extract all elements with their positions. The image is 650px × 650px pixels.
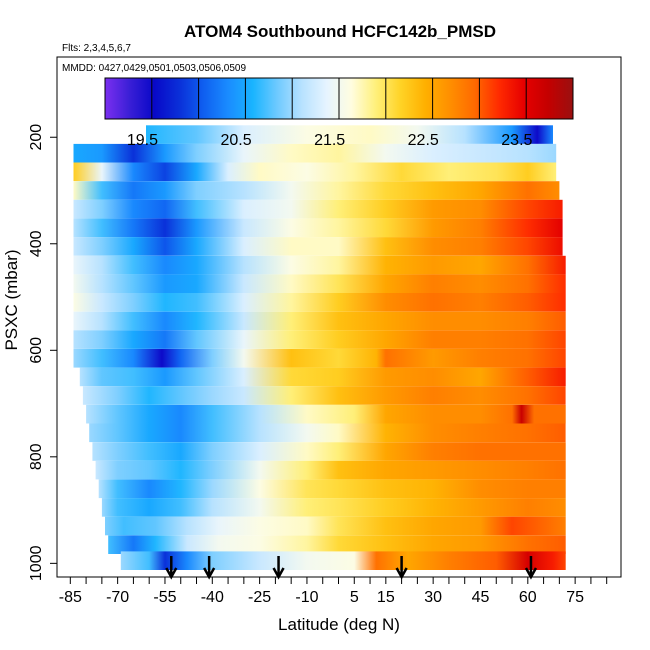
heatmap-layer: [105, 516, 566, 536]
y-tick-label: 800: [28, 443, 45, 470]
colorbar-tick-label: 21.5: [314, 132, 345, 149]
heatmap-layer: [73, 274, 566, 293]
x-tick-label: 45: [472, 589, 490, 606]
x-tick-label: 15: [377, 589, 395, 606]
x-axis: -85 -70 -55 -40 -25 -10 5 15 30 45 60 75: [59, 577, 608, 606]
colorbar-tick-label: 23.5: [501, 132, 532, 149]
flights-note: Flts: 2,3,4,5,6,7: [62, 43, 131, 54]
heatmap-layer: [73, 162, 557, 182]
heatmap-layer: [146, 125, 553, 144]
y-tick-label: 400: [28, 230, 45, 257]
x-tick-label: 75: [566, 589, 584, 606]
colorbar: 19.5 20.5 21.5 22.5 23.5: [104, 77, 574, 149]
heatmap-layer: [73, 181, 560, 200]
x-tick-label: -40: [201, 589, 224, 606]
heatmap-layer: [95, 460, 566, 480]
heatmap-layer: [73, 311, 566, 331]
x-axis-title: Latitude (deg N): [278, 615, 400, 634]
heatmap-layer: [73, 330, 566, 349]
heatmap-layer: [73, 218, 563, 238]
heatmap-layer: [79, 367, 566, 387]
heatmap-layer: [73, 349, 566, 368]
heatmap-layer: [108, 535, 566, 554]
x-tick-label: -25: [248, 589, 271, 606]
x-tick-label: -70: [106, 589, 129, 606]
x-tick-label: 30: [424, 589, 442, 606]
y-tick-label: 200: [28, 124, 45, 151]
x-tick-label: 60: [519, 589, 537, 606]
colorbar-tick-label: 22.5: [408, 132, 439, 149]
x-tick-label: -55: [153, 589, 176, 606]
heatmap-layer: [82, 386, 566, 405]
x-tick-label: 5: [350, 589, 359, 606]
heatmap-layer: [73, 255, 566, 275]
heatmap-layer: [101, 498, 566, 517]
y-tick-label: 600: [28, 337, 45, 364]
heatmap-layer: [73, 293, 566, 312]
x-tick-label: -10: [295, 589, 318, 606]
colorbar-tick-label: 19.5: [127, 132, 158, 149]
heatmap-layers: [73, 125, 566, 570]
heatmap-layer: [86, 404, 566, 424]
y-axis-title: PSXC (mbar): [2, 249, 21, 350]
heatmap-layer: [73, 143, 557, 163]
heatmap-layer: [92, 442, 566, 461]
heatmap-layer: [98, 479, 566, 499]
dates-note: MMDD: 0427,0429,0501,0503,0506,0509: [62, 63, 246, 74]
heatmap-layer: [89, 423, 566, 443]
heatmap-layer: [73, 237, 563, 256]
chart-title: ATOM4 Southbound HCFC142b_PMSD: [184, 22, 496, 41]
colorbar-tick-label: 20.5: [220, 132, 251, 149]
y-axis: 200 400 600 800 1000: [28, 124, 57, 581]
heatmap-layer: [73, 199, 563, 219]
heatmap-layer: [120, 551, 566, 570]
x-tick-label: -85: [59, 589, 82, 606]
y-tick-label: 1000: [28, 545, 45, 581]
